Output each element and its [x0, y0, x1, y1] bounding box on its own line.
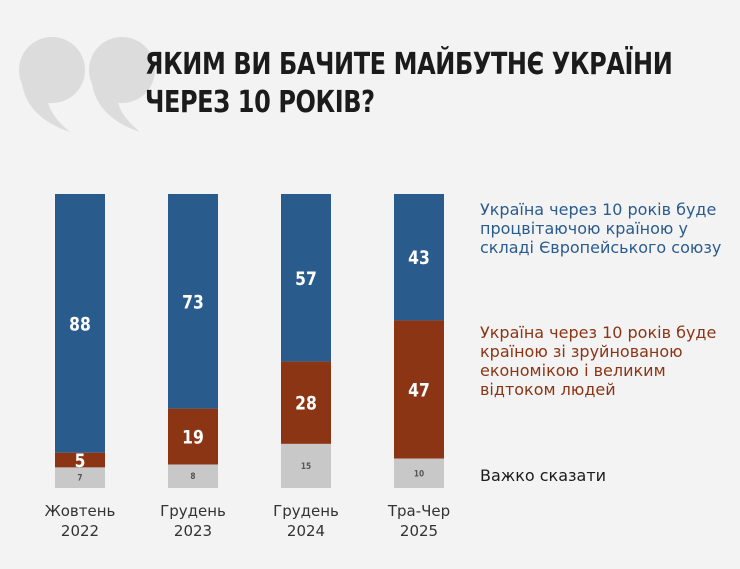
title-line-1: ЯКИМ ВИ БАЧИТЕ МАЙБУТНЄ УКРАЇНИ: [145, 47, 673, 82]
bar-segment-ruined: [394, 320, 444, 459]
bar-segment-prosperous: [281, 194, 331, 362]
data-label-ruined: 5: [75, 451, 86, 473]
data-label-hard-to-say: 15: [301, 460, 312, 471]
legend-entry-prosperous: Україна через 10 років буде процвітаючою…: [480, 200, 730, 257]
data-label-hard-to-say: 7: [77, 472, 82, 483]
title-line-2: ЧЕРЕЗ 10 РОКІВ?: [145, 85, 375, 120]
data-label-prosperous: 73: [182, 292, 204, 314]
bar-segment-prosperous: [394, 194, 444, 321]
legend-label-ruined: Україна через 10 років буде країною зі з…: [480, 323, 717, 399]
data-label-prosperous: 43: [408, 248, 430, 270]
bar-segment-hard-to-say: [168, 464, 218, 488]
bar-segment-prosperous: [168, 194, 218, 409]
x-tick-label: 2022: [61, 522, 99, 540]
x-tick-label: Грудень: [160, 502, 226, 520]
data-label-ruined: 47: [408, 380, 430, 402]
bar-segment-ruined: [55, 452, 105, 468]
data-label-hard-to-say: 10: [414, 468, 425, 479]
x-tick-label: Тра-Чер: [387, 502, 450, 520]
chart-title: ЯКИМ ВИ БАЧИТЕ МАЙБУТНЄ УКРАЇНИ ЧЕРЕЗ 10…: [145, 46, 673, 122]
bar-segment-hard-to-say: [281, 443, 331, 488]
bar-segment-ruined: [281, 361, 331, 444]
bar-segment-ruined: [168, 408, 218, 465]
x-tick-label: Жовтень: [45, 502, 116, 520]
data-label-hard-to-say: 8: [190, 470, 195, 481]
data-label-ruined: 28: [295, 393, 317, 415]
x-tick-label: 2023: [174, 522, 212, 540]
legend-entry-hard-to-say: Важко сказати: [480, 466, 730, 485]
x-tick-label: Грудень: [273, 502, 339, 520]
x-tick-label: 2024: [287, 522, 325, 540]
legend-entry-ruined: Україна через 10 років буде країною зі з…: [480, 323, 730, 399]
data-label-ruined: 19: [182, 427, 204, 449]
data-label-prosperous: 57: [295, 268, 317, 290]
data-label-prosperous: 88: [69, 314, 91, 336]
bar-segment-hard-to-say: [394, 458, 444, 488]
bar-segment-hard-to-say: [55, 467, 105, 488]
legend-label-hard-to-say: Важко сказати: [480, 466, 607, 485]
x-tick-label: 2025: [400, 522, 438, 540]
legend-label-prosperous: Україна через 10 років буде процвітаючою…: [480, 200, 722, 257]
bar-segment-prosperous: [55, 194, 105, 453]
